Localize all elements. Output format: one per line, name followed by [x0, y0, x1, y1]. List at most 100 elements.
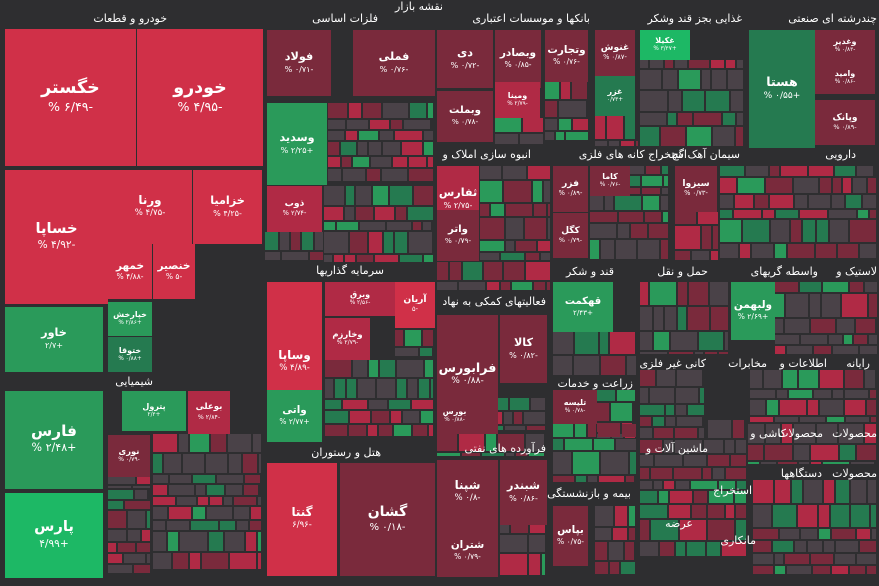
stock-tile-small[interactable] — [328, 120, 345, 129]
stock-tile-small[interactable] — [808, 541, 822, 552]
stock-tile-small[interactable] — [640, 307, 652, 330]
stock-tile-small[interactable] — [731, 91, 743, 111]
stock-tile-small[interactable] — [390, 186, 412, 205]
stock-tile-small[interactable] — [753, 566, 773, 574]
stock-tile[interactable]: غنوش -۰/۸۷ % — [595, 30, 635, 76]
stock-tile-small[interactable] — [347, 120, 368, 129]
stock-tile[interactable]: ولبهمن +۲/۶۹ % — [731, 282, 775, 340]
stock-tile-small[interactable] — [506, 453, 514, 456]
stock-tile-small[interactable] — [750, 390, 775, 398]
stock-tile-small[interactable] — [792, 480, 802, 503]
stock-tile-small[interactable] — [211, 434, 226, 452]
stock-tile-small[interactable] — [505, 426, 525, 430]
stock-tile-small[interactable] — [711, 307, 728, 330]
stock-tile-small[interactable] — [234, 497, 256, 505]
stock-tile-small[interactable] — [842, 294, 867, 317]
stock-tile-small[interactable] — [867, 566, 876, 574]
stock-tile-small[interactable] — [394, 425, 411, 436]
stock-tile-small[interactable] — [531, 398, 545, 410]
stock-tile-small[interactable] — [640, 388, 648, 403]
stock-tile-small[interactable] — [833, 178, 841, 193]
stock-tile-small[interactable] — [360, 222, 385, 230]
stock-tile-small[interactable] — [670, 491, 692, 503]
stock-tile-small[interactable] — [202, 553, 228, 569]
stock-tile-small[interactable] — [207, 485, 224, 495]
stock-tile-small[interactable] — [243, 454, 257, 473]
stock-tile-small[interactable] — [462, 453, 480, 456]
stock-tile[interactable]: وبصادر -۰/۸۵ % — [495, 30, 541, 88]
stock-tile-small[interactable] — [819, 505, 829, 527]
stock-tile-small[interactable] — [871, 417, 876, 422]
stock-tile-small[interactable] — [413, 425, 427, 436]
stock-tile-small[interactable] — [409, 232, 432, 253]
stock-tile-small[interactable] — [179, 434, 188, 452]
stock-tile[interactable]: خپارخش +۲/۸۶ % — [108, 302, 152, 336]
stock-tile-small[interactable] — [645, 212, 661, 222]
stock-tile-small[interactable] — [595, 116, 605, 139]
stock-tile-small[interactable] — [753, 505, 771, 527]
stock-tile-small[interactable] — [610, 332, 635, 354]
stock-tile-small[interactable] — [860, 346, 877, 354]
stock-tile[interactable]: کاما -۰/۷۶ % — [590, 166, 630, 196]
stock-tile-small[interactable] — [387, 222, 411, 230]
stock-tile-small[interactable] — [817, 424, 837, 443]
stock-tile-small[interactable] — [770, 195, 793, 208]
stock-tile-small[interactable] — [397, 360, 423, 377]
stock-tile-small[interactable] — [780, 529, 799, 539]
stock-tile-small[interactable] — [325, 425, 347, 436]
stock-tile-small[interactable] — [328, 103, 347, 118]
stock-tile-small[interactable] — [728, 70, 743, 89]
stock-tile-small[interactable] — [506, 218, 523, 239]
stock-tile-small[interactable] — [498, 398, 508, 410]
stock-tile-small[interactable] — [511, 525, 528, 533]
stock-tile-small[interactable] — [164, 454, 181, 473]
stock-tile-small[interactable] — [601, 452, 628, 474]
stock-tile-small[interactable] — [676, 542, 685, 556]
stock-tile-small[interactable] — [767, 400, 778, 415]
stock-tile-small[interactable] — [595, 528, 611, 540]
stock-tile-small[interactable] — [675, 428, 697, 438]
stock-tile-small[interactable] — [615, 196, 641, 210]
stock-tile-small[interactable] — [787, 346, 812, 354]
stock-tile-small[interactable] — [709, 491, 733, 503]
stock-tile-small[interactable] — [408, 379, 417, 398]
stock-tile-small[interactable] — [650, 282, 676, 305]
stock-tile-small[interactable] — [669, 91, 681, 111]
stock-tile-small[interactable] — [206, 454, 227, 473]
stock-tile-small[interactable] — [640, 70, 661, 89]
stock-tile-small[interactable] — [832, 566, 848, 574]
stock-tile-small[interactable] — [851, 480, 866, 503]
stock-tile[interactable]: فولاد -۰/۷۱ % — [267, 30, 331, 96]
stock-tile-small[interactable] — [371, 157, 391, 167]
stock-tile-small[interactable] — [420, 348, 432, 356]
stock-tile[interactable]: خمهر -۴/۸۸ % — [108, 244, 152, 299]
stock-tile-small[interactable] — [463, 262, 482, 280]
stock-tile[interactable]: ورنا -۴/۷۵ % — [108, 170, 192, 244]
stock-tile-small[interactable] — [345, 255, 355, 262]
stock-tile[interactable]: ذوب -۲/۷۴ % — [267, 186, 322, 232]
stock-tile-small[interactable] — [565, 439, 592, 450]
stock-tile-small[interactable] — [657, 370, 675, 386]
stock-tile-small[interactable] — [863, 195, 876, 208]
stock-tile-small[interactable] — [153, 497, 175, 505]
stock-tile-small[interactable] — [827, 417, 844, 422]
stock-tile-small[interactable] — [832, 529, 855, 539]
stock-tile-small[interactable] — [679, 70, 700, 89]
stock-tile-small[interactable] — [799, 370, 818, 388]
stock-tile-small[interactable] — [566, 132, 588, 140]
stock-tile-small[interactable] — [819, 529, 830, 539]
stock-tile-small[interactable] — [850, 566, 865, 574]
stock-tile-small[interactable] — [853, 178, 866, 193]
stock-tile-small[interactable] — [856, 319, 875, 333]
stock-tile-small[interactable] — [395, 348, 418, 356]
stock-tile-small[interactable] — [662, 188, 668, 194]
stock-tile-small[interactable] — [328, 142, 339, 155]
stock-tile-small[interactable] — [363, 103, 381, 118]
stock-tile-small[interactable] — [590, 196, 603, 210]
stock-tile-small[interactable] — [108, 543, 116, 552]
stock-tile-small[interactable] — [677, 417, 702, 426]
stock-tile-small[interactable] — [664, 440, 673, 453]
stock-tile-small[interactable] — [395, 330, 403, 346]
stock-tile-small[interactable] — [630, 188, 640, 194]
stock-tile-small[interactable] — [687, 542, 705, 556]
